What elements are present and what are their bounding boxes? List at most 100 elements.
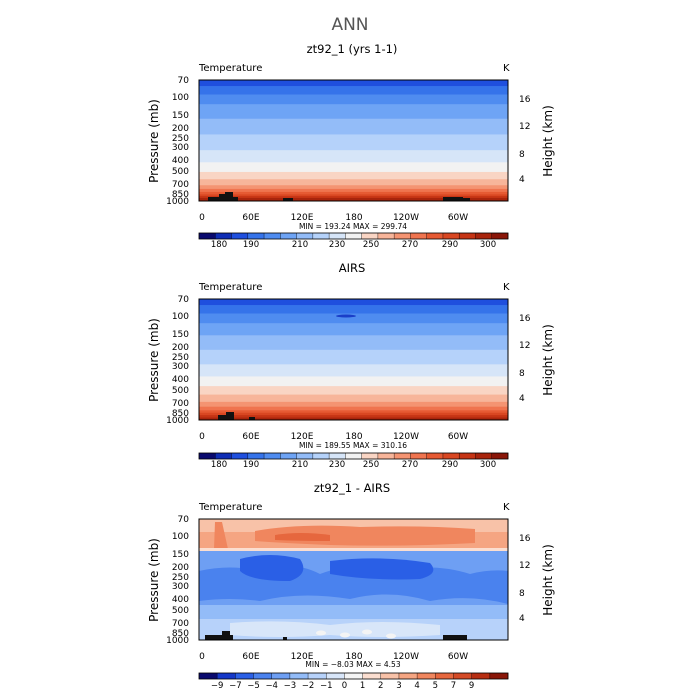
- contour-band: [199, 364, 508, 377]
- y2-tick-label: 12: [519, 122, 530, 132]
- panel-2-colorbar: [198, 452, 509, 460]
- contour-band: [199, 605, 508, 621]
- colorbar-swatch: [247, 453, 265, 459]
- y-tick-label: 300: [172, 582, 189, 592]
- colorbar-swatch: [280, 453, 297, 459]
- x-tick-label: 180: [345, 213, 362, 223]
- panel-1-x-ticks: 0 60E 120E 180 120W 60W: [199, 213, 468, 223]
- colorbar-swatch: [475, 233, 493, 239]
- panel-1-y2-ticks: 16 12 8 4: [519, 95, 531, 185]
- panel-2-y-ticks: 70 100 150 200 250 300 400 500 700 850 1…: [166, 295, 189, 426]
- colorbar-swatch: [199, 453, 216, 459]
- panel-3: zt92_1 - AIRS Temperature K 70 100 150 2…: [147, 481, 555, 691]
- panel-3-y2-ticks: 16 12 8 4: [519, 534, 531, 624]
- contour-band: [199, 401, 508, 408]
- colorbar-swatch: [398, 673, 418, 679]
- panel-1: zt92_1 (yrs 1-1) Temperature K 70 100 15…: [147, 42, 555, 250]
- y-tick-label: 700: [172, 399, 189, 409]
- y2-tick-label: 8: [519, 589, 525, 599]
- panel-1-colorbar-labels: 180 190 210 230 250 270 290 300: [211, 240, 496, 250]
- panel-3-y-ticks: 70 100 150 200 250 300 400 500 700 850 1…: [166, 515, 189, 646]
- contour-band: [199, 335, 508, 351]
- topography-mask: [443, 635, 467, 640]
- colorbar-label: 180: [211, 460, 227, 470]
- contour-region: [330, 558, 434, 580]
- contour-band: [199, 80, 508, 87]
- colorbar-label: 5: [433, 681, 438, 691]
- panel-3-plot-area: [199, 519, 508, 640]
- colorbar-swatch: [329, 453, 346, 459]
- y-tick-label: 100: [172, 93, 189, 103]
- colorbar-label: 190: [243, 240, 259, 250]
- topography-mask: [225, 192, 233, 201]
- contour-region: [214, 522, 228, 549]
- contour-band: [199, 86, 508, 96]
- colorbar-swatch: [475, 453, 493, 459]
- colorbar-label: 270: [402, 460, 418, 470]
- colorbar-label: 290: [442, 240, 458, 250]
- contour-feature: [362, 629, 372, 635]
- x-tick-label: 60W: [448, 213, 468, 223]
- colorbar-swatch: [435, 673, 454, 679]
- y2-tick-label: 12: [519, 341, 530, 351]
- colorbar-swatch: [394, 453, 411, 459]
- panel-2-title: AIRS: [339, 261, 366, 275]
- topography-mask: [249, 417, 255, 420]
- colorbar-swatch: [217, 673, 236, 679]
- colorbar-swatch: [471, 673, 491, 679]
- colorbar-label: 300: [480, 240, 496, 250]
- colorbar-swatch: [459, 453, 476, 459]
- colorbar-label: 210: [292, 240, 308, 250]
- topography-mask: [218, 415, 232, 420]
- colorbar-label: 9: [469, 681, 474, 691]
- colorbar-label: −7: [229, 681, 242, 691]
- colorbar-label: −5: [247, 681, 260, 691]
- colorbar-swatch: [296, 233, 314, 239]
- colorbar-swatch: [345, 233, 362, 239]
- y2-tick-label: 16: [519, 95, 531, 105]
- topography-mask: [283, 198, 293, 201]
- y-tick-label: 500: [172, 167, 189, 177]
- y-tick-label: 100: [172, 532, 189, 542]
- contour-band: [199, 94, 508, 105]
- contour-band: [199, 406, 508, 411]
- colorbar-swatch: [264, 233, 281, 239]
- panel-3-y2label: Height (km): [541, 544, 555, 615]
- x-tick-label: 60W: [448, 432, 468, 442]
- x-tick-label: 180: [345, 652, 362, 662]
- panel-3-frame: [198, 518, 509, 641]
- y-tick-label: 70: [178, 295, 190, 305]
- colorbar-swatch: [247, 233, 265, 239]
- contour-feature: [340, 632, 350, 638]
- y2-tick-label: 8: [519, 369, 525, 379]
- y2-tick-label: 16: [519, 314, 531, 324]
- panel-3-ylabel: Pressure (mb): [147, 538, 161, 622]
- y-tick-label: 200: [172, 563, 189, 573]
- panel-2-frame: [198, 298, 509, 421]
- colorbar-label: 230: [329, 460, 345, 470]
- y2-tick-label: 4: [519, 614, 525, 624]
- colorbar-swatch: [235, 673, 254, 679]
- contour-band: [199, 194, 508, 197]
- y2-tick-label: 4: [519, 175, 525, 185]
- x-tick-label: 120E: [291, 432, 314, 442]
- contour-band: [199, 386, 508, 396]
- x-tick-label: 120E: [291, 652, 314, 662]
- contour-band: [199, 196, 508, 199]
- panel-1-field-label: Temperature: [198, 63, 262, 74]
- contour-band: [199, 376, 508, 387]
- panel-1-ylabel: Pressure (mb): [147, 99, 161, 183]
- contour-band: [199, 349, 508, 365]
- y-tick-label: 150: [172, 111, 189, 121]
- colorbar-swatch: [199, 673, 218, 679]
- colorbar-label: −2: [302, 681, 315, 691]
- colorbar-swatch: [344, 673, 363, 679]
- contour-band: [199, 171, 508, 180]
- x-tick-label: 60E: [242, 432, 259, 442]
- contour-band: [199, 394, 508, 403]
- contour-region: [240, 555, 304, 581]
- colorbar-label: −4: [265, 681, 278, 691]
- y-tick-label: 250: [172, 573, 189, 583]
- colorbar-swatch: [312, 453, 330, 459]
- colorbar-label: −9: [211, 681, 224, 691]
